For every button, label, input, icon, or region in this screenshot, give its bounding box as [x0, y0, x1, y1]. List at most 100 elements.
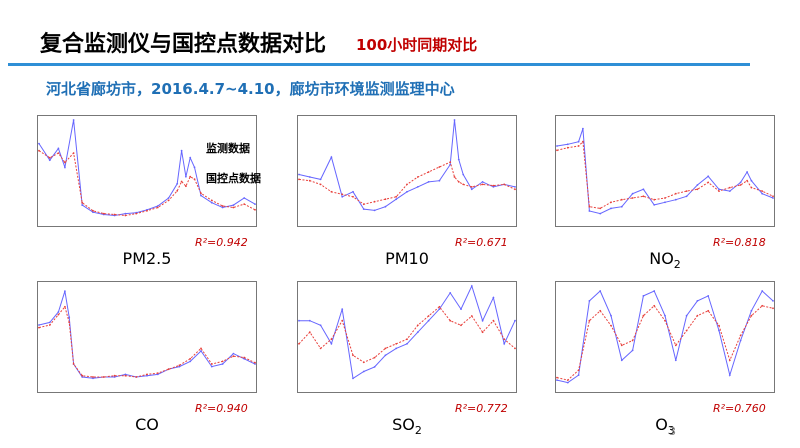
- data-point: [453, 119, 456, 121]
- data-point: [481, 331, 484, 334]
- data-point: [395, 342, 398, 345]
- data-point: [746, 179, 748, 182]
- data-point: [610, 324, 612, 327]
- chart-panel-pm10: [297, 115, 517, 227]
- pollutant-label: O3: [655, 415, 675, 438]
- data-point: [739, 181, 742, 184]
- data-point: [254, 363, 256, 365]
- data-point: [577, 140, 580, 143]
- data-point: [772, 307, 774, 310]
- data-point: [176, 190, 179, 192]
- data-point: [631, 197, 634, 199]
- data-point: [254, 361, 256, 364]
- data-point: [232, 206, 235, 209]
- data-point: [707, 295, 710, 297]
- data-point: [631, 192, 634, 195]
- data-point: [685, 329, 688, 332]
- data-point: [319, 347, 322, 350]
- data-point: [642, 195, 645, 198]
- chart-pm2.5: [37, 115, 257, 227]
- data-point: [566, 146, 569, 149]
- data-point: [81, 204, 84, 206]
- chart-panel-co: [37, 281, 257, 393]
- data-point: [221, 363, 224, 365]
- data-point: [406, 190, 408, 193]
- data-point: [210, 201, 213, 204]
- data-point: [718, 188, 720, 191]
- data-point: [427, 315, 430, 317]
- data-point: [341, 319, 344, 322]
- data-point: [254, 208, 256, 211]
- data-point: [221, 206, 224, 209]
- chart-panel-no2: [555, 115, 775, 227]
- pollutant-label: CO: [135, 415, 159, 434]
- data-point: [319, 183, 322, 186]
- data-point: [92, 376, 94, 378]
- data-point: [200, 350, 202, 352]
- chart-panel-so2: [297, 281, 517, 393]
- data-point: [588, 300, 591, 302]
- data-point: [416, 324, 419, 327]
- data-point: [254, 203, 256, 205]
- data-point: [146, 374, 148, 377]
- data-point: [514, 347, 516, 350]
- annotation-national: 国控点数据: [206, 172, 261, 185]
- data-point: [92, 209, 94, 212]
- title-underline: [8, 63, 750, 66]
- data-point: [341, 308, 344, 310]
- data-point: [330, 338, 333, 341]
- data-point: [124, 212, 127, 215]
- data-point: [189, 357, 192, 360]
- data-point: [642, 295, 645, 297]
- data-point: [772, 300, 774, 302]
- data-point: [674, 344, 677, 347]
- chart-co: [37, 281, 257, 393]
- data-point: [113, 376, 116, 378]
- data-point: [167, 197, 170, 199]
- data-point: [750, 309, 753, 312]
- data-point: [685, 195, 688, 198]
- data-point: [243, 357, 246, 360]
- data-point: [696, 184, 699, 186]
- data-point: [696, 188, 699, 191]
- pollutant-label: PM10: [385, 249, 429, 268]
- data-point: [406, 183, 408, 186]
- data-point: [373, 356, 376, 359]
- data-point: [232, 352, 235, 355]
- data-point: [113, 374, 116, 377]
- data-point: [193, 166, 196, 169]
- data-point: [38, 326, 40, 329]
- data-point: [362, 203, 365, 206]
- data-point: [189, 360, 192, 363]
- data-point: [707, 175, 710, 178]
- data-point: [373, 366, 376, 368]
- data-point: [167, 368, 170, 371]
- region-caption: 河北省廊坊市，2016.4.7~4.10，廊坊市环境监测监理中心: [46, 80, 455, 98]
- data-point: [384, 198, 387, 201]
- data-point: [620, 205, 623, 208]
- data-point: [438, 166, 441, 168]
- data-point: [330, 342, 333, 345]
- data-point: [156, 372, 159, 374]
- data-point: [308, 331, 311, 334]
- plot-frame: [297, 281, 517, 393]
- data-point: [492, 296, 495, 299]
- data-point: [750, 186, 753, 189]
- data-point: [664, 197, 666, 199]
- page-number: 3: [669, 425, 676, 438]
- data-point: [653, 198, 656, 201]
- data-point: [308, 179, 311, 182]
- data-point: [210, 365, 213, 368]
- data-point: [102, 376, 105, 378]
- data-point: [746, 171, 748, 173]
- data-point: [761, 190, 764, 192]
- data-point: [728, 190, 731, 192]
- data-point: [674, 198, 677, 201]
- data-point: [427, 319, 430, 322]
- data-point: [588, 210, 591, 212]
- data-point: [384, 347, 387, 350]
- data-point: [449, 319, 452, 322]
- data-point: [577, 369, 580, 372]
- chart-so2: [297, 281, 517, 393]
- data-point: [761, 304, 764, 307]
